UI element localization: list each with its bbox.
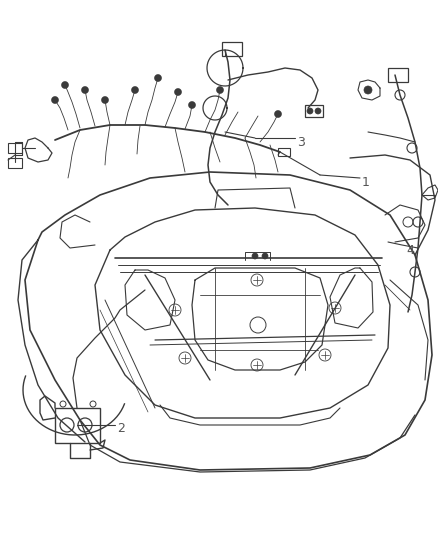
Circle shape [188,101,195,109]
Text: 2: 2 [117,422,125,434]
Circle shape [155,75,162,82]
Bar [278,148,290,156]
Bar [222,42,242,56]
Text: 1: 1 [362,175,370,189]
Circle shape [102,96,109,103]
Circle shape [275,110,282,117]
Bar [305,105,323,117]
Circle shape [61,82,68,88]
Circle shape [216,86,223,93]
Circle shape [131,86,138,93]
Circle shape [252,253,258,259]
Circle shape [81,86,88,93]
Text: 3: 3 [297,135,305,149]
Circle shape [315,108,321,114]
Circle shape [307,108,313,114]
Text: 4: 4 [406,244,414,256]
Circle shape [262,253,268,259]
Circle shape [174,88,181,95]
Circle shape [364,86,372,94]
Bar [8,143,22,153]
Bar [8,158,22,168]
Bar [388,68,408,82]
Bar [55,408,100,443]
Circle shape [52,96,59,103]
